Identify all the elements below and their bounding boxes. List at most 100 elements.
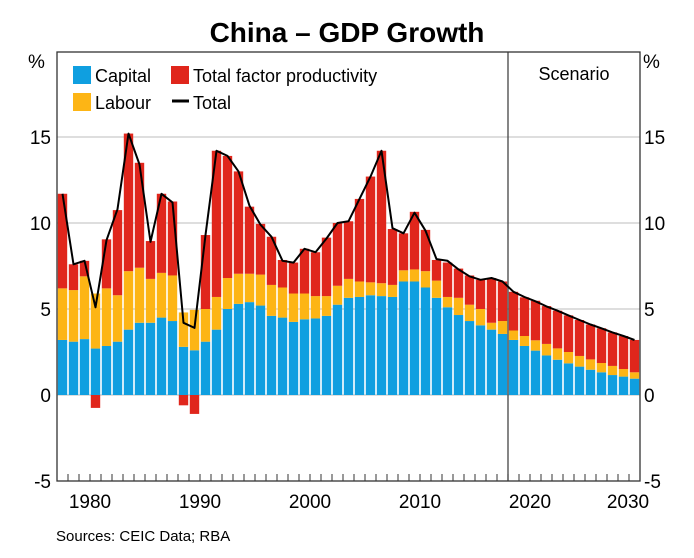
bar-capital-1978 (57, 339, 68, 395)
bar-capital-1995 (244, 302, 255, 395)
bar-labour-2020 (519, 336, 530, 346)
bar-tfp-2029 (618, 336, 629, 370)
bar-labour-1998 (277, 287, 288, 318)
legend-item-labour: Labour (73, 93, 151, 113)
bar-tfp-2001 (310, 252, 321, 297)
bar-tfp-2005 (354, 198, 365, 282)
bar-capital-2024 (563, 363, 574, 395)
bar-labour-1978 (57, 288, 68, 340)
bar-capital-2000 (299, 319, 310, 395)
y-tick-labels: -5 -5 0 0 5 5 10 10 15 15 (30, 128, 665, 493)
bar-labour-2016 (475, 309, 486, 326)
bar-capital-1990 (189, 350, 200, 395)
bar-tfp-1980 (79, 260, 90, 277)
bar-capital-2018 (497, 333, 508, 395)
y-axis-unit-left: % (28, 52, 45, 73)
bar-labour-2014 (453, 297, 464, 316)
bar-tfp-2025 (574, 320, 585, 356)
legend-swatch-labour (73, 93, 91, 111)
y-tick-label-left: 0 (40, 386, 51, 407)
bar-tfp-1981 (90, 395, 101, 408)
bar-labour-2007 (376, 283, 387, 297)
bar-capital-1991 (200, 341, 211, 395)
bar-tfp-1994 (233, 171, 244, 274)
x-tick-label-2000: 2000 (289, 492, 331, 513)
bar-capital-2004 (343, 297, 354, 395)
source-note: Sources: CEIC Data; RBA (56, 528, 230, 545)
legend-item-tfp: Total factor productivity (171, 66, 377, 86)
chart-title: China – GDP Growth (210, 17, 485, 48)
x-tick-label-2030: 2030 (607, 492, 649, 513)
bar-tfp-1983 (112, 210, 123, 296)
legend-label-tfp: Total factor productivity (193, 66, 377, 86)
bar-capital-1993 (222, 309, 233, 395)
bar-tfp-2015 (464, 275, 475, 305)
bar-tfp-2017 (486, 278, 497, 323)
bar-labour-2018 (497, 321, 508, 334)
bar-capital-2027 (596, 372, 607, 395)
bar-tfp-1985 (134, 162, 145, 268)
bar-capital-2014 (453, 315, 464, 395)
bar-labour-1988 (167, 275, 178, 322)
bar-labour-2005 (354, 281, 365, 297)
bar-labour-2030 (629, 372, 640, 379)
x-tick-labels: 1980 1990 2000 2010 2020 2030 (69, 492, 649, 513)
bar-tfp-2011 (420, 229, 431, 272)
y-tick-label-right: -5 (644, 472, 661, 493)
bar-labour-2024 (563, 352, 574, 364)
bar-tfp-2030 (629, 339, 640, 373)
plot-frame (56, 51, 641, 482)
bar-labour-2012 (431, 280, 442, 298)
bar-capital-2026 (585, 369, 596, 395)
bar-labour-2011 (420, 271, 431, 288)
bar-capital-2013 (442, 307, 453, 395)
bar-labour-2019 (508, 330, 519, 340)
legend-swatch-tfp (171, 66, 189, 84)
bar-tfp-2022 (541, 306, 552, 344)
y-tick-label-right: 0 (644, 386, 655, 407)
bar-capital-2019 (508, 339, 519, 395)
bar-tfp-2014 (453, 268, 464, 298)
bar-labour-2002 (321, 296, 332, 316)
bar-labour-1999 (288, 293, 299, 322)
bar-tfp-1993 (222, 155, 233, 279)
bar-labour-2004 (343, 278, 354, 298)
bar-capital-2007 (376, 296, 387, 395)
bar-labour-1983 (112, 295, 123, 342)
bar-labour-1981 (90, 293, 101, 349)
bar-labour-1984 (123, 271, 134, 330)
x-tick-label-1990: 1990 (179, 492, 221, 513)
bar-tfp-2026 (585, 324, 596, 360)
bar-capital-1981 (90, 348, 101, 395)
bar-labour-2025 (574, 355, 585, 367)
bar-labour-1989 (178, 312, 189, 347)
bar-tfp-1989 (178, 395, 189, 406)
bar-labour-2003 (332, 285, 343, 305)
y-axis-unit-right: % (643, 52, 660, 73)
bar-tfp-2018 (497, 281, 508, 322)
bar-tfp-2019 (508, 291, 519, 331)
legend-label-capital: Capital (95, 66, 151, 86)
bar-capital-2008 (387, 296, 398, 395)
bar-labour-2009 (398, 270, 409, 282)
bar-labour-1979 (68, 290, 79, 342)
bars-group (57, 133, 640, 414)
bar-capital-2012 (431, 297, 442, 395)
bar-tfp-1990 (189, 395, 200, 414)
bar-capital-1979 (68, 341, 79, 395)
x-tick-label-2020: 2020 (509, 492, 551, 513)
bar-tfp-2028 (607, 332, 618, 366)
bar-labour-1997 (266, 284, 277, 316)
bar-labour-2029 (618, 369, 629, 377)
bar-tfp-1991 (200, 235, 211, 309)
bar-capital-1987 (156, 317, 167, 395)
bar-labour-2013 (442, 296, 453, 308)
y-tick-label-left: 5 (40, 300, 51, 321)
bar-capital-2006 (365, 295, 376, 395)
legend-swatch-capital (73, 66, 91, 84)
bar-tfp-1996 (255, 223, 266, 275)
bar-labour-1987 (156, 272, 167, 318)
bar-tfp-2006 (365, 176, 376, 283)
y-tick-label-left: -5 (34, 472, 51, 493)
bar-capital-2010 (409, 281, 420, 395)
